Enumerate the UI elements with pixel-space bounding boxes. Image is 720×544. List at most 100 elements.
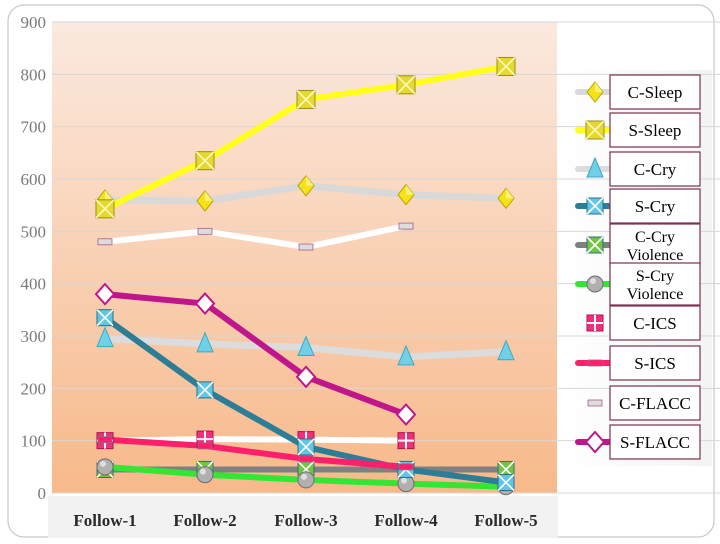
legend-label: S-Cry xyxy=(635,197,676,216)
legend-label: C-Sleep xyxy=(628,83,683,102)
legend-label: Violence xyxy=(627,247,684,264)
legend-swatch-marker xyxy=(586,275,604,293)
x-tick-label: Follow-3 xyxy=(274,511,337,530)
data-point-c-cry xyxy=(196,331,214,353)
data-point-s-cry-violence xyxy=(297,471,315,489)
legend-swatch-marker xyxy=(586,156,604,178)
legend-label-box xyxy=(609,385,701,421)
data-point-c-cry xyxy=(96,326,114,348)
data-point-c-cry xyxy=(397,344,415,366)
data-point-c-sleep xyxy=(497,187,515,210)
data-point-c-flacc xyxy=(197,227,213,235)
y-tick-label: 600 xyxy=(21,170,47,189)
x-axis: Follow-1 Follow-2 Follow-3 Follow-4 Follow-5 xyxy=(73,511,537,530)
data-point-s-ics xyxy=(97,436,113,444)
legend-label-box xyxy=(609,345,701,381)
data-point-c-sleep xyxy=(297,175,315,197)
legend-item-c-ics: C-ICS xyxy=(575,305,701,341)
legend-swatch-marker xyxy=(586,81,604,103)
y-tick-label: 100 xyxy=(21,432,47,451)
legend-label: S-FLACC xyxy=(620,433,690,452)
data-point-s-sleep xyxy=(396,75,416,95)
legend-label-box xyxy=(609,262,701,306)
legend-label: S-Cry xyxy=(636,268,674,285)
data-point-s-flacc xyxy=(395,403,417,426)
legend-item-s-flacc: S-FLACC xyxy=(575,424,701,460)
legend-label: C-Cry xyxy=(634,160,677,179)
data-point-s-cry xyxy=(497,473,515,492)
x-axis-band xyxy=(48,496,558,538)
series-markers xyxy=(94,56,516,496)
data-point-s-sleep xyxy=(296,89,316,109)
data-point-s-cry-violence xyxy=(196,466,214,484)
x-tick-label: Follow-2 xyxy=(173,511,236,530)
data-point-s-sleep xyxy=(496,56,516,77)
legend-label-box xyxy=(609,188,701,224)
data-point-c-flacc xyxy=(398,222,414,230)
legend-label: C-ICS xyxy=(633,314,676,333)
x-tick-label: Follow-5 xyxy=(474,511,537,530)
legend-item-s-ics: S-ICS xyxy=(575,345,701,381)
y-tick-label: 0 xyxy=(38,484,47,503)
data-point-s-cry xyxy=(297,438,315,456)
x-tick-label: Follow-4 xyxy=(374,511,438,530)
data-point-s-flacc xyxy=(94,282,116,306)
data-point-s-flacc xyxy=(194,292,216,316)
data-point-c-sleep xyxy=(196,190,214,212)
legend: C-SleepS-SleepC-CryS-CryC-CryViolenceS-C… xyxy=(575,74,701,460)
legend-item-c-cry: C-Cry xyxy=(575,151,701,187)
data-point-c-sleep xyxy=(397,183,415,206)
y-tick-label: 900 xyxy=(21,13,47,32)
y-axis: 0 100 200 300 400 500 600 700 800 900 xyxy=(21,13,47,503)
data-point-c-flacc xyxy=(97,238,113,246)
data-point-s-cry xyxy=(96,309,114,327)
legend-swatch-marker xyxy=(586,314,604,332)
legend-item-c-flacc: C-FLACC xyxy=(575,385,701,421)
data-point-c-flacc xyxy=(298,243,314,251)
legend-label-box xyxy=(609,74,701,110)
data-point-s-sleep xyxy=(95,199,115,219)
data-point-s-cry-violence xyxy=(96,458,114,476)
legend-label-box xyxy=(609,112,701,148)
data-point-c-cry xyxy=(297,335,315,357)
legend-swatch-marker xyxy=(585,120,605,140)
data-point-s-ics xyxy=(197,442,213,450)
legend-label: S-Sleep xyxy=(629,121,682,140)
y-tick-label: 500 xyxy=(21,222,47,241)
legend-label: C-FLACC xyxy=(619,394,691,413)
legend-label-box xyxy=(609,424,701,460)
y-tick-label: 800 xyxy=(21,65,47,84)
legend-item-c-sleep: C-Sleep xyxy=(575,74,701,110)
y-tick-label: 700 xyxy=(21,118,47,137)
data-point-s-ics xyxy=(398,463,414,471)
legend-label-box xyxy=(609,151,701,187)
series-line-c-flacc xyxy=(102,223,409,251)
y-tick-label: 200 xyxy=(21,379,47,398)
legend-item-s-cry: S-Cry xyxy=(575,188,701,224)
y-tick-label: 300 xyxy=(21,327,47,346)
data-point-c-ics xyxy=(397,432,415,450)
legend-item-s-sleep: S-Sleep xyxy=(575,112,701,148)
legend-swatch-marker xyxy=(584,430,606,454)
y-tick-label: 400 xyxy=(21,275,47,294)
data-point-c-cry xyxy=(497,339,515,361)
data-point-s-cry-violence xyxy=(397,475,415,493)
data-point-s-flacc xyxy=(295,365,317,389)
series-line-s-ics xyxy=(102,436,409,470)
legend-label: C-Cry xyxy=(635,229,675,246)
data-point-s-cry xyxy=(196,381,214,399)
data-point-s-ics xyxy=(298,455,314,463)
legend-swatch-marker xyxy=(587,359,603,367)
legend-swatch-marker xyxy=(586,197,604,215)
x-tick-label: Follow-1 xyxy=(73,511,136,530)
legend-swatch-marker xyxy=(587,399,603,407)
data-point-s-sleep xyxy=(195,151,215,171)
legend-label: Violence xyxy=(627,286,684,303)
legend-label-box xyxy=(609,223,701,267)
series-line-s-flacc xyxy=(102,291,409,418)
legend-label-box xyxy=(609,305,701,341)
